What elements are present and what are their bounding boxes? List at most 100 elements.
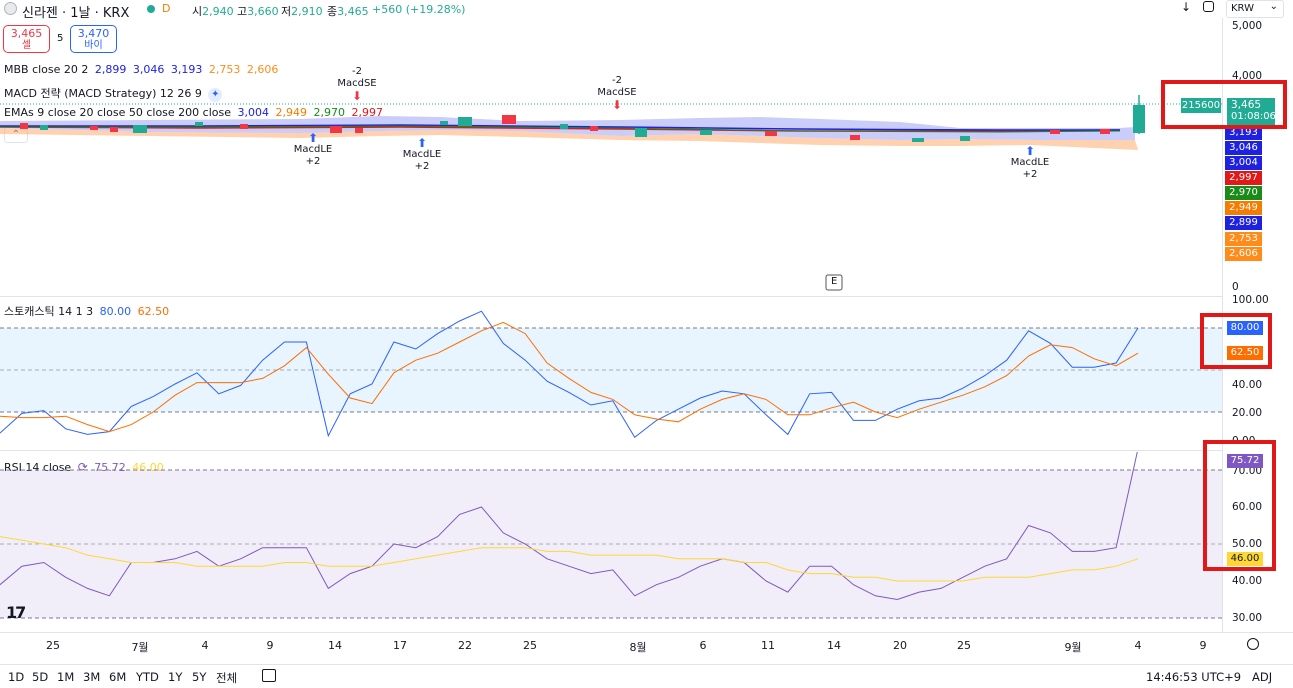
ema-red-line	[0, 126, 1121, 132]
macd-label: MACD 전략 (MACD Strategy) 12 26 9	[4, 87, 202, 100]
signal-qty: +2	[1022, 169, 1038, 180]
candle	[590, 126, 598, 131]
adj-toggle[interactable]: ADJ	[1252, 670, 1273, 684]
candle	[635, 128, 647, 137]
arrow-up-icon: ⬆	[307, 131, 319, 145]
candle	[20, 123, 28, 129]
rsi-axis-label: 40.00	[1232, 575, 1263, 587]
arrow-down-icon[interactable]: ↓	[1181, 0, 1192, 14]
candle	[960, 136, 970, 141]
market-open-dot-icon	[147, 5, 155, 13]
price-axis-label: 0	[1232, 281, 1239, 293]
settings-icon[interactable]	[1247, 638, 1259, 650]
stoch-axis-label: 100.00	[1232, 294, 1269, 306]
time-axis-label: 20	[893, 639, 907, 652]
macd-legend[interactable]: MACD 전략 (MACD Strategy) 12 26 9 ✦	[4, 85, 225, 102]
range-3m[interactable]: 3M	[83, 670, 101, 684]
time-axis-label: 4	[1134, 639, 1142, 652]
price-level-tag: 2,997	[1225, 171, 1262, 185]
candle	[560, 124, 568, 129]
range-1y[interactable]: 1Y	[168, 670, 183, 684]
candle	[700, 130, 712, 135]
open-label: 시	[192, 5, 203, 18]
range-5y[interactable]: 5Y	[192, 670, 207, 684]
rsi-axis-label: 60.00	[1232, 501, 1263, 513]
candle	[240, 124, 248, 129]
clock-time[interactable]: 14:46:53 UTC+9	[1146, 670, 1242, 684]
range-1d[interactable]: 1D	[8, 670, 25, 684]
header-right-controls: ↓ KRW ⌄	[1175, 0, 1293, 18]
highlight-box	[1161, 80, 1287, 129]
candle	[458, 117, 472, 126]
price-level-tag: 2,949	[1225, 201, 1262, 215]
range-ytd[interactable]: YTD	[136, 670, 159, 684]
rsi-axis-label: 70.00	[1232, 465, 1263, 477]
sparkle-icon[interactable]: ✦	[208, 88, 223, 102]
rsi-ma-tag: 46.00	[1227, 552, 1263, 566]
signal-label: MacdSE	[337, 78, 377, 89]
fullscreen-icon[interactable]	[1203, 1, 1214, 12]
rsi-chart	[0, 452, 1222, 619]
symbol-title[interactable]: 신라젠 · 1날 · KRX	[22, 6, 130, 21]
candle	[1100, 129, 1110, 134]
stoch-legend[interactable]: 스토캐스틱 14 1 3 80.00 62.50	[4, 303, 172, 319]
stoch-k-value: 80.00	[99, 305, 132, 318]
signal-short-2: -2 MacdSE ⬇	[597, 75, 636, 111]
mbb-band-lower	[0, 128, 1138, 150]
currency-label: KRW	[1231, 3, 1254, 14]
time-axis-label: 17	[393, 639, 407, 652]
rsi-axis-label: 30.00	[1232, 612, 1263, 624]
mbb-legend[interactable]: MBB close 20 2 2,899 3,046 3,193 2,753 2…	[4, 63, 281, 76]
time-axis-label: 14	[827, 639, 841, 652]
stoch-k-tag: 80.00	[1227, 321, 1263, 335]
range-6m[interactable]: 6M	[109, 670, 127, 684]
signal-label: MacdLE	[293, 144, 333, 155]
stochastic-chart	[0, 310, 1222, 438]
currency-selector[interactable]: KRW ⌄	[1226, 0, 1284, 18]
ema-green-line	[0, 125, 1121, 133]
time-axis-label: 8월	[629, 641, 647, 654]
earnings-marker-label[interactable]: E	[831, 276, 838, 287]
mbb-value-2: 3,046	[132, 63, 165, 76]
candle	[850, 135, 860, 140]
volume-tag: 215600	[1181, 98, 1221, 113]
signal-qty: -2	[612, 75, 622, 86]
tradingview-logo[interactable]: 17	[6, 603, 34, 622]
buy-price: 3,470	[77, 27, 110, 40]
rsi-tag: 75.72	[1227, 454, 1263, 468]
signal-label: MacdSE	[597, 87, 637, 98]
candle	[133, 125, 147, 133]
date-range-icon[interactable]	[262, 669, 276, 682]
pane-separator[interactable]	[0, 450, 1222, 451]
range-all[interactable]: 전체	[216, 671, 238, 685]
range-5d[interactable]: 5D	[32, 670, 49, 684]
spread-value: 5	[57, 33, 64, 44]
emas-legend[interactable]: EMAs 9 close 20 close 50 close 200 close…	[4, 106, 386, 119]
arrow-down-icon: ⬇	[611, 98, 623, 112]
mbb-label: MBB close 20 2	[4, 63, 89, 76]
candle	[40, 125, 48, 130]
bottom-toolbar: 1D 5D 1M 3M 6M YTD 1Y 5Y 전체 14:46:53 UTC…	[0, 664, 1293, 688]
earnings-marker	[825, 274, 843, 291]
time-axis[interactable]	[0, 632, 1293, 664]
signal-long-2: ⬆ MacdLE +2	[403, 137, 442, 173]
rsi-legend[interactable]: RSI 14 close ⟳ 75.72 46.00	[4, 460, 167, 474]
candle	[1050, 130, 1060, 134]
rsi-series-line-0	[0, 452, 1138, 601]
range-1m[interactable]: 1M	[57, 670, 75, 684]
pane-separator[interactable]	[0, 296, 1222, 297]
signal-long-3: ⬆ MacdLE +2	[1011, 145, 1050, 181]
sell-button[interactable]: 3,465 셀	[3, 25, 50, 53]
stoch-d-value: 62.50	[137, 305, 170, 318]
time-axis-label: 9	[266, 639, 274, 652]
bar-countdown: 01:08:06	[1231, 111, 1276, 122]
highlight-box	[1200, 313, 1272, 369]
last-price-tag: 3,465 01:08:06	[1227, 98, 1276, 125]
symbol-logo-icon	[4, 2, 17, 15]
ohlc-close: 종3,465	[327, 3, 369, 19]
buy-button[interactable]: 3,470 바이	[70, 25, 117, 53]
time-axis-label: 4	[201, 639, 209, 652]
refresh-icon[interactable]: ⟳	[77, 460, 88, 474]
arrow-down-icon: ⬇	[351, 89, 363, 103]
chart-header: 신라젠 · 1날 · KRX D 시2,940 고3,660 저2,910 종3…	[0, 0, 1222, 21]
